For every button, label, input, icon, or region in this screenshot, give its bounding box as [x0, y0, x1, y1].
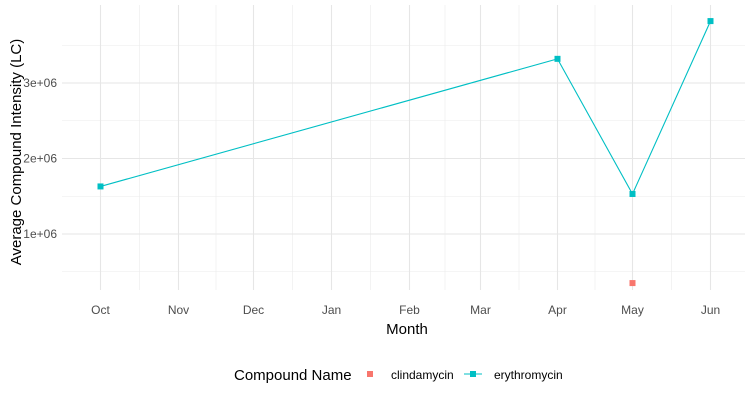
legend-items: clindamycin erythromycin [367, 368, 563, 382]
grid [62, 5, 745, 290]
data-point [554, 55, 561, 62]
x-tick-label: Nov [168, 303, 189, 317]
data-point [707, 18, 714, 25]
x-tick-label: Mar [470, 303, 491, 317]
x-axis-ticks: Oct Nov Dec Jan Feb Mar Apr May Jun [91, 303, 720, 317]
series-clindamycin [629, 280, 636, 287]
y-axis-ticks: 1e+06 2e+06 3e+06 [23, 76, 57, 241]
x-tick-label: Apr [548, 303, 567, 317]
legend-item-clindamycin: clindamycin [367, 368, 454, 382]
x-tick-label: May [621, 303, 644, 317]
legend-key-point [470, 371, 476, 377]
legend-title: Compound Name [234, 367, 352, 384]
x-axis-title: Month [386, 321, 428, 338]
data-point [629, 280, 636, 287]
x-tick-label: Jan [322, 303, 341, 317]
legend-key-point [367, 371, 373, 377]
x-tick-label: Oct [91, 303, 110, 317]
x-tick-label: Feb [399, 303, 420, 317]
data-point [97, 183, 104, 190]
legend-item-erythromycin: erythromycin [464, 368, 563, 382]
series-line [100, 20, 712, 196]
series-erythromycin [97, 18, 714, 197]
y-tick-label: 3e+06 [23, 76, 57, 90]
y-tick-label: 1e+06 [23, 227, 57, 241]
x-tick-label: Dec [243, 303, 264, 317]
legend: Compound Name clindamycin erythromycin [234, 367, 563, 384]
y-axis-title: Average Compound Intensity (LC) [8, 39, 25, 266]
y-tick-label: 2e+06 [23, 152, 57, 166]
x-tick-label: Jun [701, 303, 720, 317]
data-point [629, 190, 636, 197]
legend-label: clindamycin [391, 368, 454, 382]
legend-label: erythromycin [494, 368, 563, 382]
series [97, 18, 714, 287]
